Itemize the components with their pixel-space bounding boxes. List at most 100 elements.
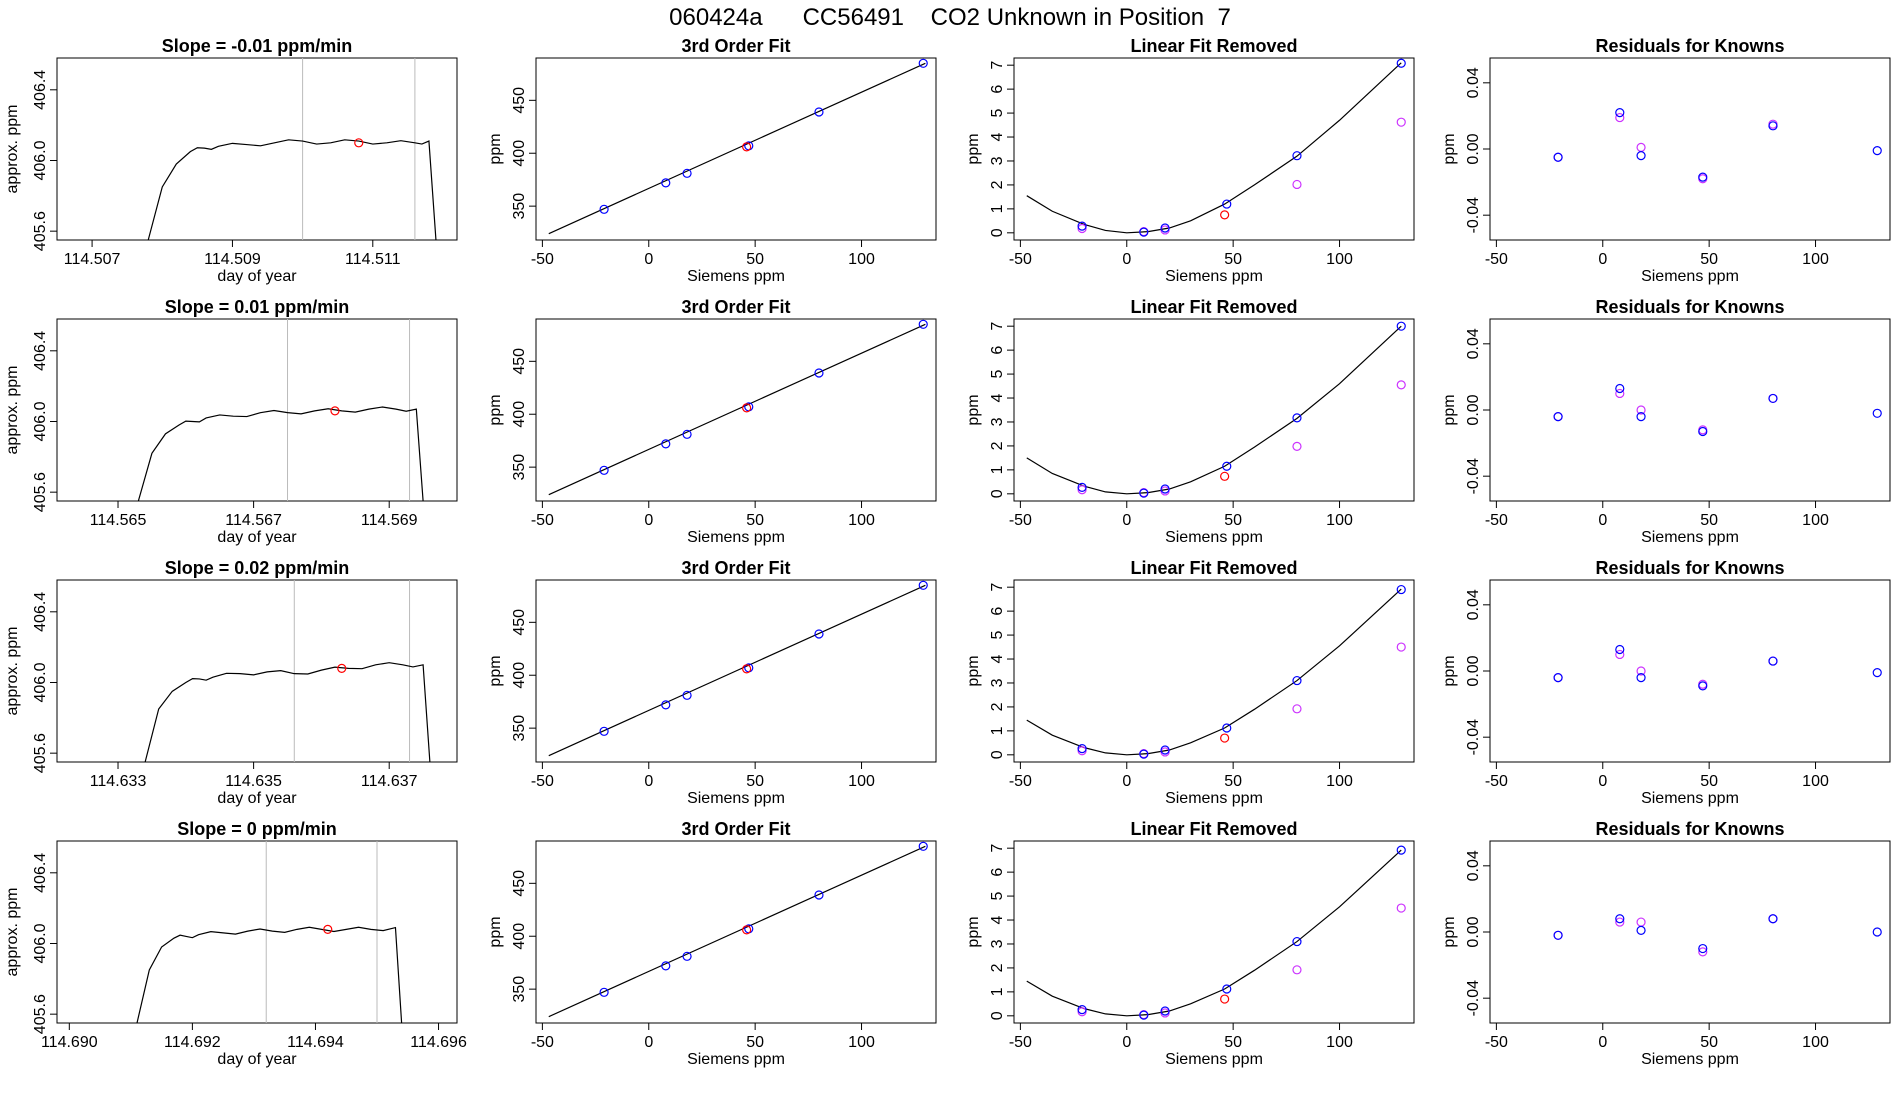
panel-0-0: Slope = -0.01 ppm/min 114.507 114.509 114.5…: [4, 36, 458, 285]
y-tick-label: 350: [511, 454, 528, 481]
y-tick-label: 5: [989, 631, 1006, 640]
panel-title: Residuals for Knowns: [1595, 36, 1784, 56]
series-line: [137, 406, 424, 501]
y-tick-label: 450: [511, 870, 528, 897]
x-tick-label: -50: [1009, 251, 1032, 268]
y-tick-label: 450: [511, 87, 528, 114]
known-point: [1698, 172, 1708, 182]
known-point: [1636, 673, 1646, 683]
x-tick-label: 100: [1326, 512, 1353, 529]
y-tick-label: 0.00: [1465, 394, 1482, 425]
y-tick-label: 0.04: [1465, 328, 1482, 359]
series-line: [144, 662, 431, 762]
y-tick-label: 4: [989, 132, 1006, 141]
known-point: [682, 951, 692, 961]
known-point: [661, 961, 671, 971]
known-point: [1872, 668, 1882, 678]
x-tick-label: 50: [1700, 512, 1718, 529]
y-tick-label: 350: [511, 193, 528, 220]
y-tick-label: 6: [989, 607, 1006, 616]
panel-title: Slope = 0 ppm/min: [177, 819, 337, 839]
known-point: [918, 58, 928, 68]
y-tick-label: 0: [989, 228, 1006, 237]
x-tick-label: 0: [1122, 512, 1131, 529]
x-axis-label: Siemens ppm: [687, 1051, 785, 1068]
x-tick-label: -50: [1485, 251, 1508, 268]
known-point: [1139, 227, 1149, 237]
known-point: [1222, 461, 1232, 471]
y-tick-label: 0.00: [1465, 916, 1482, 947]
y-axis-label: ppm: [1441, 916, 1458, 947]
known-point: [1160, 223, 1170, 233]
y-tick-label: 350: [511, 715, 528, 742]
y-axis-label: ppm: [487, 394, 504, 425]
plot-frame: [1013, 318, 1415, 502]
panel-3-3: Residuals for Knowns -50 0 50 100 -0.04 0.00 0.…: [1441, 819, 1891, 1068]
plot-area: [1553, 644, 1882, 691]
y-tick-label: 406.4: [32, 70, 49, 110]
unknown-point: [1220, 210, 1230, 220]
x-tick-label: 0: [1598, 512, 1607, 529]
known-point: [814, 890, 824, 900]
panel-title: Linear Fit Removed: [1130, 558, 1297, 578]
alt-point: [1160, 486, 1170, 496]
panel-3-1: 3rd Order Fit -50 0 50 100 350 400 450 Siemens p…: [487, 819, 937, 1068]
x-tick-label: 114.507: [64, 251, 121, 268]
plot-frame: [56, 840, 458, 1024]
known-point: [1139, 488, 1149, 498]
figure-title: 060424a CC56491 CO2 Unknown in Position …: [669, 4, 1231, 31]
known-point: [1768, 656, 1778, 666]
plot-area: [136, 841, 403, 1023]
y-tick-label: 405.6: [32, 733, 49, 773]
y-tick-label: 400: [511, 923, 528, 950]
y-axis-label: approx. ppm: [4, 105, 21, 194]
plot-frame: [1489, 840, 1891, 1024]
alt-point: [1636, 917, 1646, 927]
fit-line: [548, 845, 926, 1018]
known-point: [1636, 151, 1646, 161]
plot-frame: [535, 57, 937, 241]
x-tick-label: 50: [1224, 251, 1242, 268]
unknown-point: [742, 664, 752, 674]
alt-point: [1396, 642, 1406, 652]
y-tick-label: 3: [989, 156, 1006, 165]
y-tick-label: 6: [989, 346, 1006, 355]
panel-title: Linear Fit Removed: [1130, 297, 1297, 317]
panel-3-0: Slope = 0 ppm/min 114.690 114.692 114.694 11…: [4, 819, 467, 1068]
y-tick-label: 1: [989, 204, 1006, 213]
y-axis-label: ppm: [965, 655, 982, 686]
known-point: [1698, 681, 1708, 691]
panel-3-2: Linear Fit Removed -50 0 50 100 0 1 2 3 4 5 6 7 Sieme…: [965, 819, 1415, 1068]
y-tick-label: 7: [989, 61, 1006, 70]
known-point: [1160, 484, 1170, 494]
x-tick-label: 100: [1802, 251, 1829, 268]
known-point: [1553, 152, 1563, 162]
y-tick-label: 4: [989, 915, 1006, 924]
x-tick-label: 50: [1700, 251, 1718, 268]
panel-0-1: 3rd Order Fit -50 0 50 100 350 400 450 Siemens p…: [487, 36, 937, 285]
y-tick-label: 400: [511, 662, 528, 689]
x-tick-label: 50: [746, 512, 764, 529]
x-axis-label: Siemens ppm: [1641, 268, 1739, 285]
alt-point: [1615, 388, 1625, 399]
x-tick-label: 50: [1224, 1034, 1242, 1051]
fit-curve: [1026, 62, 1402, 234]
x-tick-label: 50: [1224, 512, 1242, 529]
x-tick-label: -50: [531, 251, 554, 268]
known-point: [599, 987, 609, 997]
plot-area: [1026, 584, 1406, 759]
alt-point: [1160, 225, 1170, 235]
plot-area: [1026, 58, 1406, 237]
y-axis-label: ppm: [1441, 133, 1458, 164]
x-tick-label: 100: [1802, 1034, 1829, 1051]
y-tick-label: 400: [511, 140, 528, 167]
y-tick-label: 3: [989, 417, 1006, 426]
x-tick-label: 114.690: [41, 1034, 98, 1051]
known-point: [1396, 845, 1406, 855]
known-point: [1872, 927, 1882, 937]
x-tick-label: 0: [644, 512, 653, 529]
unknown-point: [1220, 471, 1230, 481]
y-tick-label: -0.04: [1465, 197, 1482, 234]
fit-curve: [1026, 325, 1402, 495]
panel-title: 3rd Order Fit: [681, 819, 790, 839]
